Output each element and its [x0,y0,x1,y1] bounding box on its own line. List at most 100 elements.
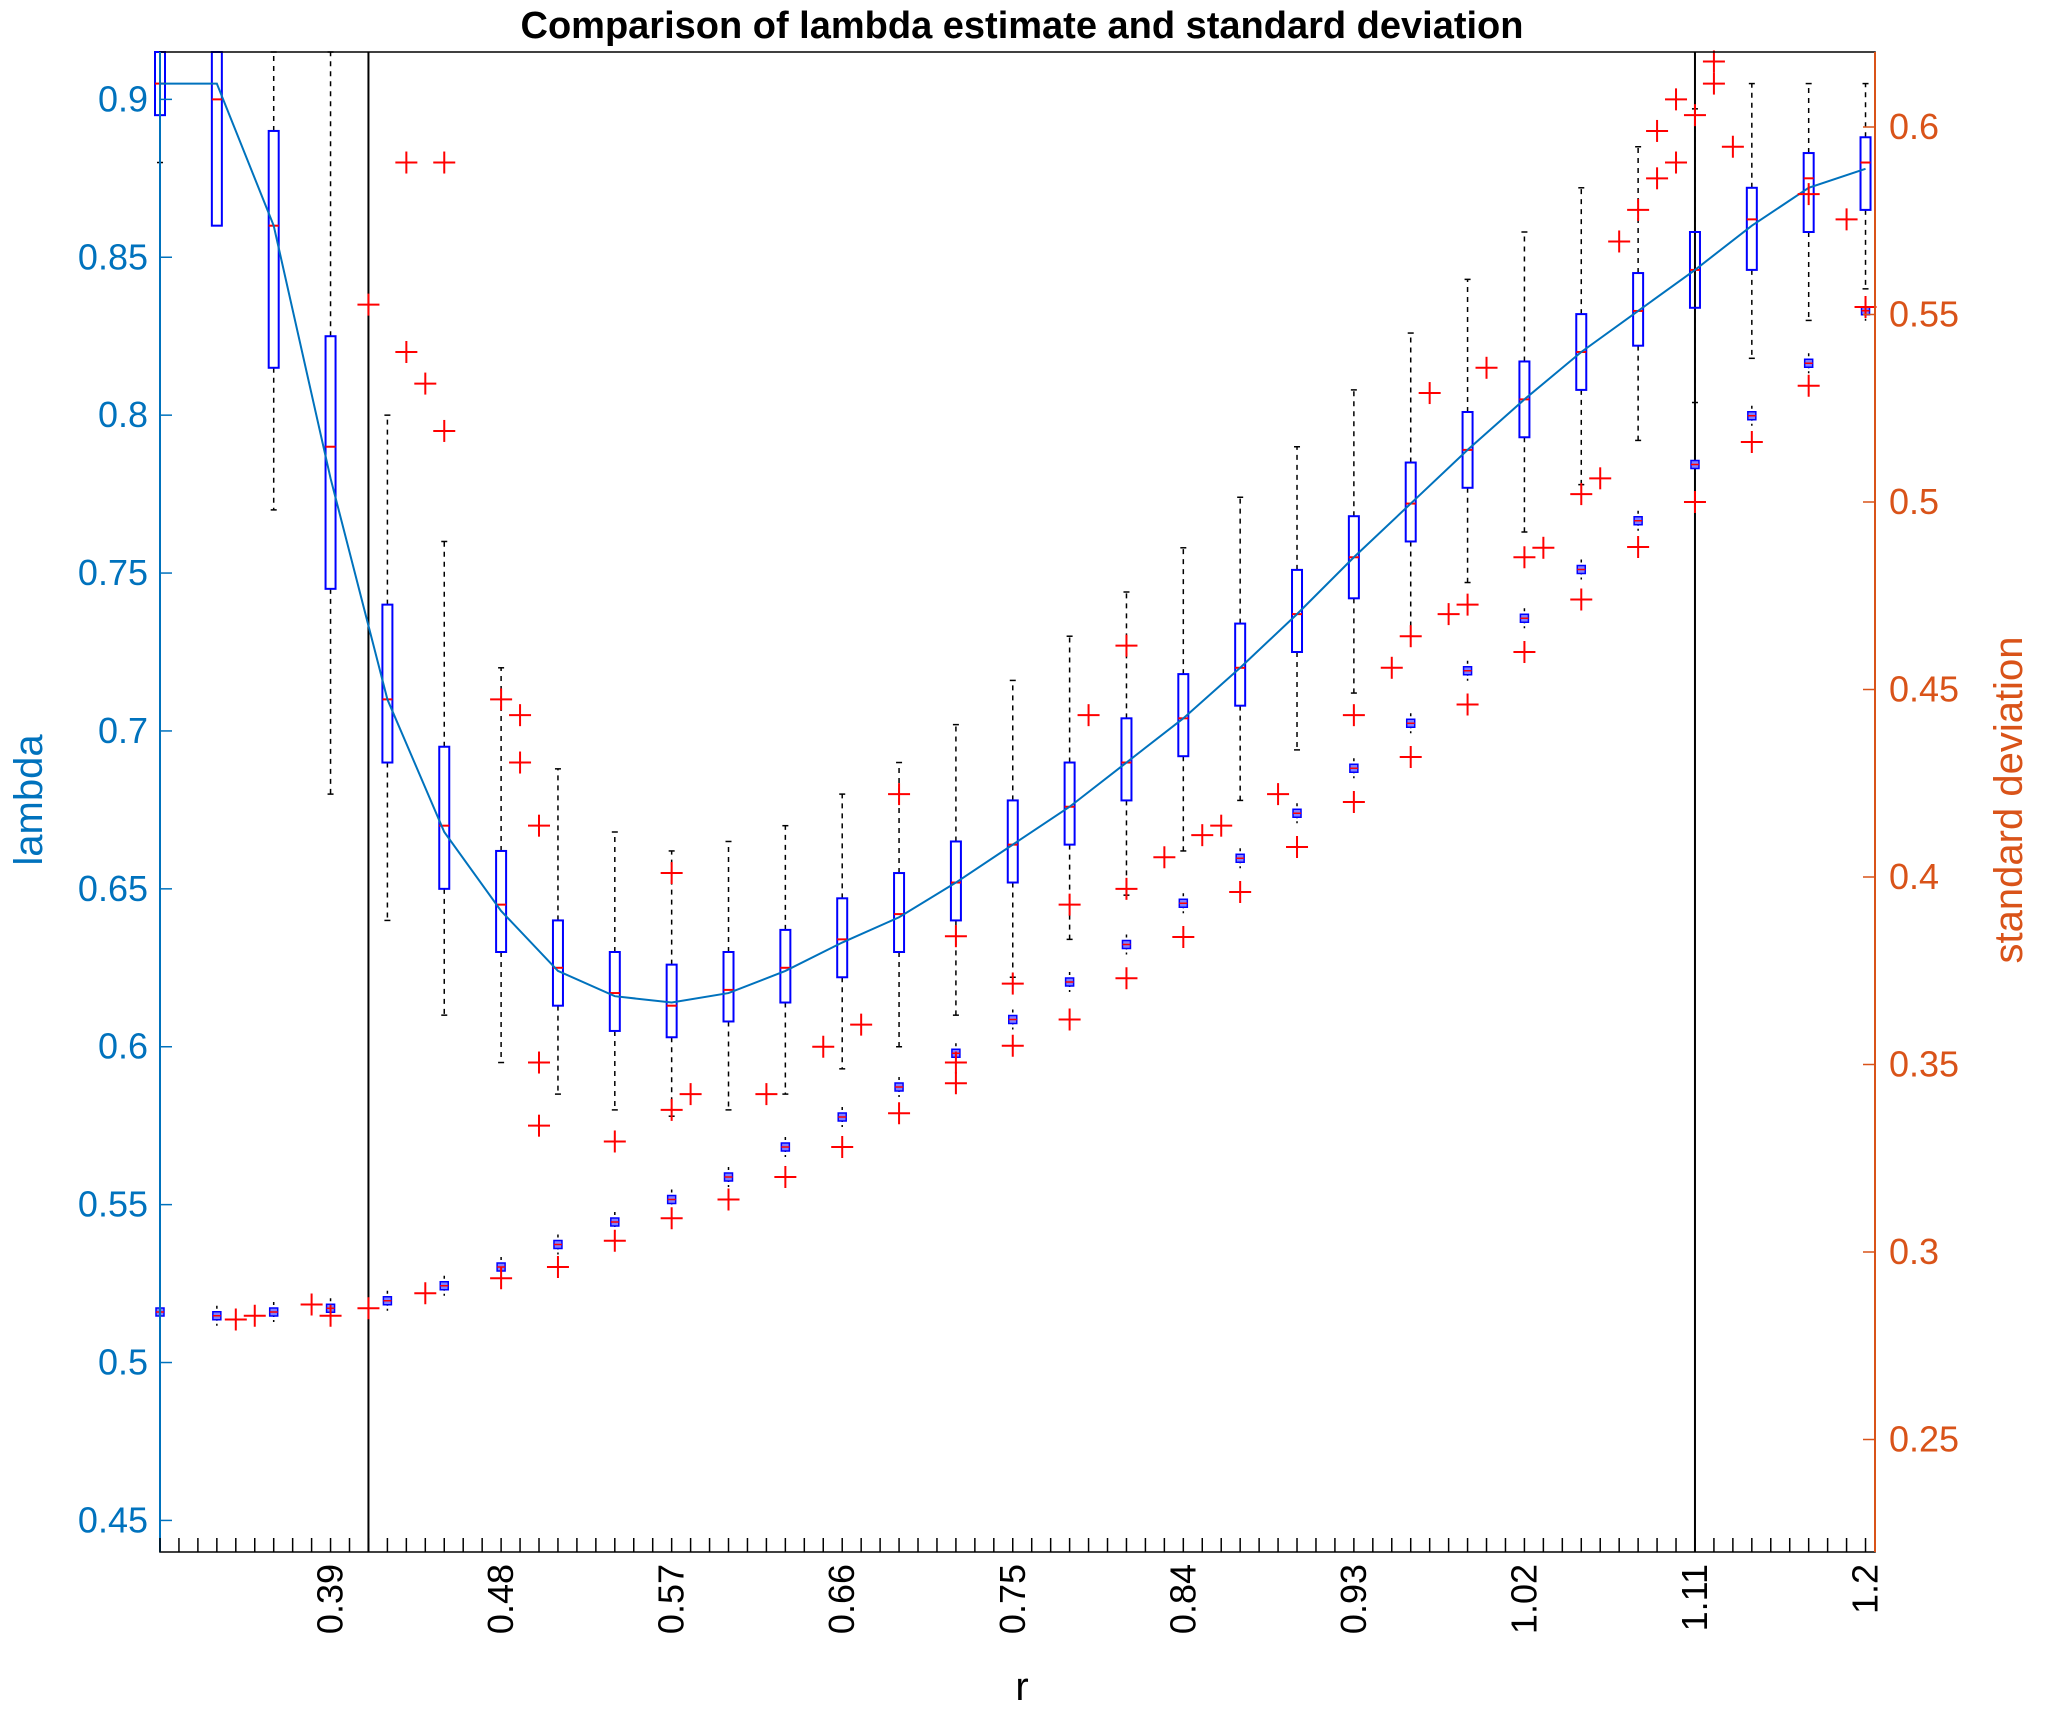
left-tick-label: 0.6 [98,1026,148,1067]
left-tick-label: 0.5 [98,1342,148,1383]
right-y-axis-label: standard deviation [1987,637,2031,964]
lambda-outlier [1589,467,1612,490]
lambda-outlier [1058,893,1081,916]
lambda-box [779,928,792,1004]
right-tick-label: 0.45 [1889,669,1959,710]
sd-outlier [1115,967,1138,990]
lambda-outlier [944,1051,967,1074]
lambda-outlier [1475,356,1498,379]
sd-outlier [1229,881,1252,903]
lambda-outlier [1399,625,1422,648]
sd-outlier [603,1229,626,1252]
lambda-outlier [528,1051,551,1074]
lambda-box [836,897,849,979]
x-tick-label: 0.57 [651,1564,692,1634]
lambda-outlier [1683,104,1706,127]
left-tick-label: 0.7 [98,710,148,751]
right-tick-label: 0.6 [1889,106,1939,147]
x-axis-label: r [1015,1665,1028,1709]
lambda-box [893,872,906,953]
lambda-outlier [528,1114,551,1137]
lambda-box [324,335,337,590]
lambda-outlier [509,751,532,774]
lambda-outlier [490,688,513,711]
left-tick-label: 0.75 [78,552,148,593]
lambda-box [608,951,621,1032]
lambda-outlier [660,1098,683,1121]
lambda-outlier [1627,198,1650,221]
lambda-outlier [1115,634,1138,657]
lambda-box [1291,568,1304,653]
plot-area [154,50,1877,1552]
sd-outlier [1342,791,1365,813]
lambda-outlier [1570,483,1593,506]
lambda-outlier [433,151,456,174]
lambda-outlier [1153,846,1176,869]
x-tick-label: 1.11 [1674,1564,1715,1631]
left-tick-label: 0.45 [78,1499,148,1540]
sd-outlier [1058,1008,1081,1031]
x-tick-label: 0.84 [1162,1564,1203,1634]
lambda-box [438,745,451,890]
sd-outlier [1570,588,1593,611]
sd-outlier [243,1304,266,1327]
lambda-outlier [1646,119,1669,142]
right-tick-label: 0.5 [1889,481,1939,522]
lambda-outlier [1702,72,1725,95]
x-tick-label: 0.48 [480,1564,521,1634]
lambda-outlier [1532,536,1555,559]
x-tick-label: 1.2 [1845,1564,1886,1614]
lambda-outlier [1702,50,1725,73]
x-tick-label: 0.39 [310,1564,351,1634]
lambda-outlier [812,1035,835,1058]
lambda-outlier [1797,183,1820,206]
lambda-outlier [357,293,380,316]
lambda-outlier [660,862,683,885]
left-tick-label: 0.9 [98,78,148,119]
lambda-outlier [679,1083,702,1106]
lambda-outlier [1456,593,1479,616]
sd-outlier [357,1297,380,1320]
x-tick-label: 0.75 [992,1564,1033,1634]
left-y-axis-label: lambda [7,734,51,866]
right-tick-label: 0.4 [1889,856,1939,897]
lambda-outlier [433,419,456,442]
x-tick-label: 0.93 [1333,1564,1374,1634]
right-tick-label: 0.55 [1889,294,1959,335]
right-tick-label: 0.25 [1889,1419,1959,1460]
lambda-box [1802,152,1815,233]
lambda-outlier [1608,230,1631,253]
lambda-outlier [1191,824,1214,847]
x-tick-label: 0.66 [821,1564,862,1634]
lambda-outlier [1115,877,1138,900]
lambda-outlier [850,1013,873,1036]
left-tick-label: 0.8 [98,394,148,435]
sd-outlier [1172,926,1195,948]
lambda-box [210,51,223,227]
lambda-outlier [1646,167,1669,190]
lambda-box [1234,622,1247,707]
lambda-outlier [1665,88,1688,111]
sd-outlier [1399,746,1422,768]
left-tick-label: 0.85 [78,236,148,277]
lambda-box [1404,461,1417,543]
sd-outlier [888,1102,911,1125]
x-tick-label: 1.02 [1503,1564,1544,1634]
right-tick-label: 0.3 [1889,1231,1939,1272]
lambda-box [495,849,508,954]
sd-outlier [546,1256,569,1278]
sd-outlier [1627,536,1650,558]
lambda-outlier [1342,704,1365,727]
lambda-outlier [1418,382,1441,405]
lambda-outlier [1210,814,1233,837]
x-axis: 0.39 0.48 0.57 0.66 0.75 0.84 0.93 1.02 1.11 1.2 [159,1538,1886,1634]
lambda-box [1859,136,1872,211]
lambda-box [949,840,962,922]
lambda-outlier [395,341,418,363]
lambda-outlier [1513,546,1536,569]
sd-outlier [717,1188,740,1211]
right-tick-label: 0.35 [1889,1044,1959,1085]
lambda-outlier [944,925,967,948]
sd-outlier [831,1136,854,1158]
